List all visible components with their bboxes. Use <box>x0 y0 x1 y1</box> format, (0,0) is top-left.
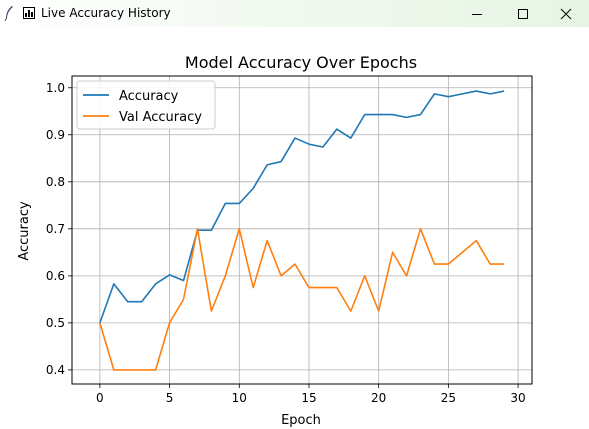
grid <box>72 76 532 384</box>
chart-window-icon <box>23 7 35 19</box>
feather-icon <box>4 6 13 21</box>
series-line-1 <box>99 90 505 324</box>
x-tick-label: 30 <box>510 391 525 405</box>
axis-ticks: 0 5 10 15 20 25 30 0.4 0.5 0.6 0.7 0.8 0.9 1.0 <box>46 81 526 405</box>
y-axis-label: Accuracy <box>17 201 32 261</box>
y-tick-label: 0.7 <box>46 222 65 236</box>
y-tick-label: 0.6 <box>46 269 65 283</box>
y-tick-label: 0.5 <box>46 316 65 330</box>
maximize-icon <box>518 8 528 19</box>
legend-label-2: Val Accuracy <box>119 110 202 125</box>
x-tick-label: 0 <box>96 391 104 405</box>
minimize-button[interactable] <box>454 0 500 27</box>
window-title: Live Accuracy History <box>41 6 171 20</box>
close-icon <box>560 8 572 19</box>
y-tick-label: 0.9 <box>46 128 65 142</box>
legend-label-1: Accuracy <box>119 89 179 104</box>
title-bar[interactable]: Live Accuracy History <box>0 0 589 27</box>
legend-box <box>76 80 216 130</box>
x-tick-label: 20 <box>371 391 386 405</box>
y-tick-label: 0.4 <box>46 363 65 377</box>
close-button[interactable] <box>543 0 589 27</box>
series-lines <box>99 90 505 371</box>
accuracy-chart: Model Accuracy Over Epochs Epoch Accurac… <box>17 53 533 428</box>
y-tick-label: 0.8 <box>46 175 65 189</box>
x-tick-label: 15 <box>301 391 316 405</box>
x-tick-label: 10 <box>232 391 247 405</box>
minimize-icon <box>472 13 482 15</box>
y-tick-label: 1.0 <box>46 81 65 95</box>
x-axis-label: Epoch <box>281 413 321 428</box>
chart-title: Model Accuracy Over Epochs <box>185 53 417 72</box>
series-line-2 <box>99 228 505 371</box>
x-tick-label: 5 <box>166 391 174 405</box>
plot-frame <box>71 75 533 385</box>
legend: Accuracy Val Accuracy <box>76 80 216 130</box>
maximize-button[interactable] <box>500 0 546 27</box>
x-tick-label: 25 <box>441 391 456 405</box>
